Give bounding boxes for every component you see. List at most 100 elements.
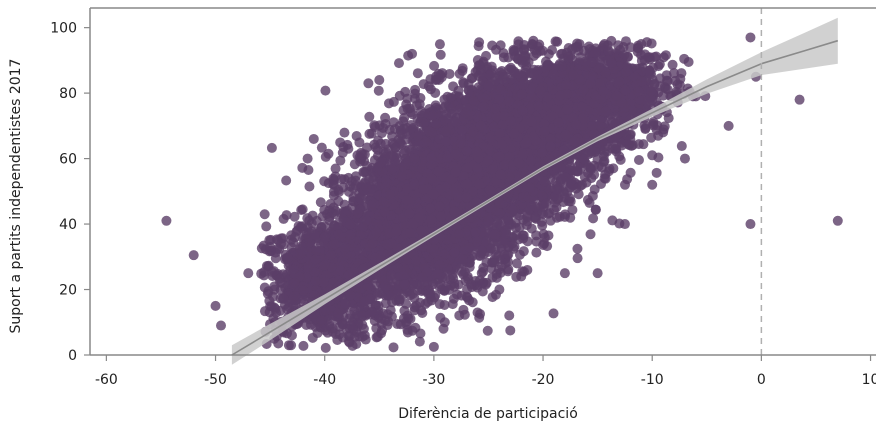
data-point (414, 336, 425, 347)
data-point (383, 98, 394, 109)
data-point (269, 266, 280, 277)
data-point (402, 103, 413, 114)
data-point (412, 68, 423, 79)
data-point (339, 243, 350, 254)
data-point (343, 269, 354, 280)
data-point (398, 270, 409, 281)
data-point (454, 228, 465, 239)
data-point (426, 295, 437, 306)
data-point (298, 285, 309, 296)
data-point (411, 255, 422, 266)
data-point (358, 166, 369, 177)
data-point (412, 131, 423, 142)
data-point (426, 214, 437, 225)
data-point (296, 205, 307, 216)
data-point (486, 243, 497, 254)
data-point (510, 222, 521, 233)
data-point (399, 279, 410, 290)
data-point (390, 142, 401, 153)
data-point (361, 215, 372, 226)
data-point (386, 270, 397, 281)
data-point (345, 290, 356, 301)
data-point (531, 247, 542, 258)
data-point (302, 153, 313, 164)
data-point (289, 277, 300, 288)
data-point (421, 136, 432, 147)
data-point (325, 250, 336, 261)
data-point (345, 229, 356, 240)
data-point (375, 138, 386, 149)
data-point (368, 175, 379, 186)
data-point (311, 245, 322, 256)
data-point (320, 342, 331, 353)
data-point (381, 239, 392, 250)
data-point (545, 215, 556, 226)
data-point (303, 164, 314, 175)
data-point (405, 228, 416, 239)
data-point (261, 221, 272, 232)
data-point (329, 239, 340, 250)
data-point (471, 236, 482, 247)
data-point (365, 293, 376, 304)
data-point (585, 229, 596, 240)
data-point (386, 290, 397, 301)
data-point (457, 65, 468, 76)
data-point (373, 85, 384, 96)
data-point (256, 268, 267, 279)
data-point (414, 99, 425, 110)
data-point (354, 192, 365, 203)
data-point (391, 226, 402, 237)
data-point (417, 308, 428, 319)
data-point (425, 203, 436, 214)
data-point (320, 151, 331, 162)
data-point (295, 249, 306, 260)
data-point (357, 331, 368, 342)
data-point (274, 273, 285, 284)
data-point (504, 310, 515, 321)
data-point (318, 277, 329, 288)
data-point (414, 212, 425, 223)
data-point (385, 151, 396, 162)
data-point (310, 276, 321, 287)
data-point (332, 334, 343, 345)
data-point (278, 293, 289, 304)
data-point (380, 112, 391, 123)
data-point (298, 340, 309, 351)
data-point (375, 157, 386, 168)
data-point (401, 194, 412, 205)
data-point (517, 230, 528, 241)
data-point (388, 342, 399, 353)
data-point (286, 340, 297, 351)
data-point (289, 211, 300, 222)
data-point (480, 279, 491, 290)
data-point (319, 232, 330, 243)
data-point (283, 252, 294, 263)
data-point (297, 223, 308, 234)
data-point (548, 308, 559, 319)
data-point (402, 324, 413, 335)
data-point (434, 281, 445, 292)
data-point (316, 142, 327, 153)
data-point (309, 230, 320, 241)
data-point (464, 262, 475, 273)
data-point (333, 308, 344, 319)
data-point (320, 85, 331, 96)
data-point (303, 261, 314, 272)
data-point (435, 49, 446, 60)
data-point (281, 175, 292, 186)
data-point (366, 200, 377, 211)
data-point (339, 298, 350, 309)
data-point (404, 208, 415, 219)
data-point (352, 208, 363, 219)
data-point (324, 215, 335, 226)
data-point (482, 325, 493, 336)
data-point (416, 225, 427, 236)
data-point (607, 215, 618, 226)
data-point (351, 131, 362, 142)
data-point (281, 210, 292, 221)
data-point (302, 213, 313, 224)
data-point (432, 268, 443, 279)
data-point (572, 253, 583, 264)
data-point (259, 306, 270, 317)
